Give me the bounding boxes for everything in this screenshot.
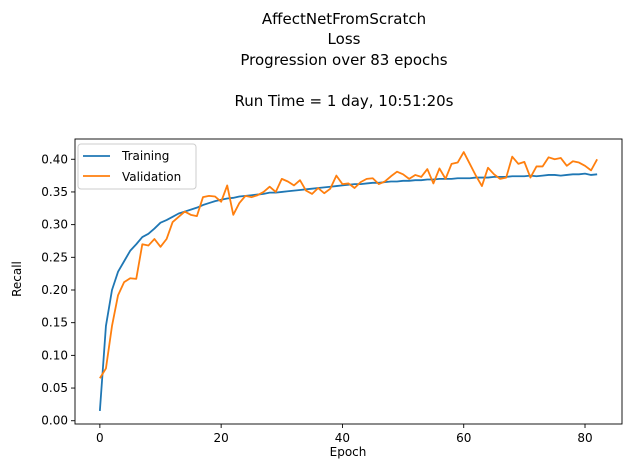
x-axis-ticks: 0 20 40 60 80 [96,424,593,445]
legend-label-training: Training [121,149,169,163]
legend: Training Validation [77,143,197,190]
plot-frame [74,138,623,425]
y-tick-label: 0.10 [41,348,68,362]
x-tick-label: 20 [214,431,229,445]
x-tick-label: 0 [96,431,104,445]
y-axis-ticks: 0.00 0.05 0.10 0.15 0.20 0.25 0.30 0.35 0.40 [41,152,75,428]
y-tick-label: 0.25 [41,250,68,264]
y-tick-label: 0.05 [41,381,68,395]
x-tick-label: 60 [456,431,471,445]
title-line-5: Run Time = 1 day, 10:51:20s [235,92,454,110]
chart-title: AffectNetFromScratch Loss Progression ov… [235,10,454,110]
y-tick-label: 0.30 [41,218,68,232]
title-line-1: AffectNetFromScratch [262,10,426,28]
y-tick-label: 0.00 [41,414,68,428]
x-axis-label: Epoch [330,445,367,459]
x-tick-label: 40 [335,431,350,445]
legend-label-validation: Validation [122,170,181,184]
y-tick-label: 0.40 [41,152,68,166]
y-tick-label: 0.35 [41,185,68,199]
title-line-2: Loss [328,30,361,48]
title-line-3: Progression over 83 epochs [240,51,447,69]
series-line-validation [99,151,598,379]
series-layer [98,151,598,411]
y-tick-label: 0.20 [41,283,68,297]
x-tick-label: 80 [577,431,592,445]
y-axis-label: Recall [10,261,24,297]
y-tick-label: 0.15 [41,316,68,330]
